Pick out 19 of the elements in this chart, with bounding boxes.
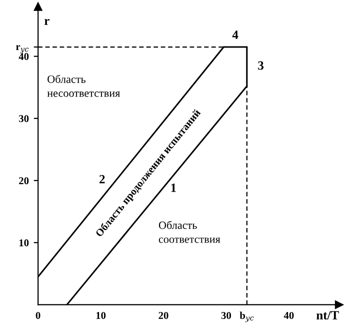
x-axis-title: nt/T	[316, 311, 339, 320]
x-tick-label: 30	[221, 312, 232, 319]
y-tick-label: r$_{ус}$	[16, 45, 29, 54]
annotation: Область соответствия	[158, 220, 220, 243]
series-label: 3	[258, 61, 264, 70]
x-tick-label: b$_{ус}$	[240, 312, 254, 322]
x-tick-label: 40	[284, 312, 294, 319]
series-label: 4	[232, 30, 238, 39]
y-tick-label: 20	[19, 177, 29, 184]
y-tick-label: 10	[19, 239, 29, 246]
x-tick-label: 10	[96, 312, 106, 319]
x-tick-label: 20	[158, 312, 168, 319]
y-tick-label: 40	[18, 53, 29, 60]
y-tick-label: 30	[19, 115, 29, 122]
annotation: Область несоответствия	[47, 74, 120, 97]
series-label: 1	[171, 184, 176, 192]
series-label: 2	[100, 174, 105, 184]
y-axis-title: r	[44, 18, 50, 25]
x-tick-label: 0	[36, 312, 40, 319]
